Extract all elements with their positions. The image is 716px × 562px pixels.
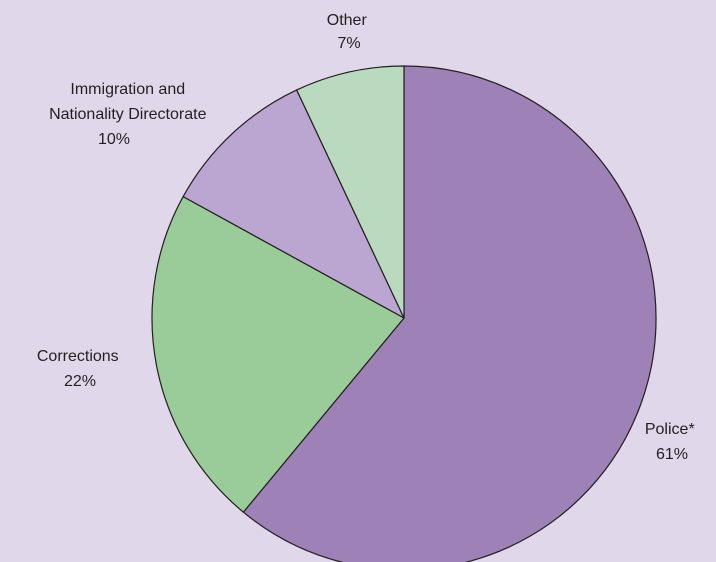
slice-corrections: [151, 196, 405, 513]
slice-label-other: Other 7%: [327, 12, 371, 52]
slice-other: [296, 65, 405, 319]
slice-immigration: [182, 89, 405, 319]
pie-slices: [151, 65, 657, 562]
slice-label-police: Police* 61%: [645, 421, 699, 463]
slice-police: [242, 65, 657, 562]
slice-label-corrections: Corrections 22%: [37, 348, 123, 390]
slice-label-immigration: Immigration and Nationality Directorate …: [49, 81, 211, 148]
